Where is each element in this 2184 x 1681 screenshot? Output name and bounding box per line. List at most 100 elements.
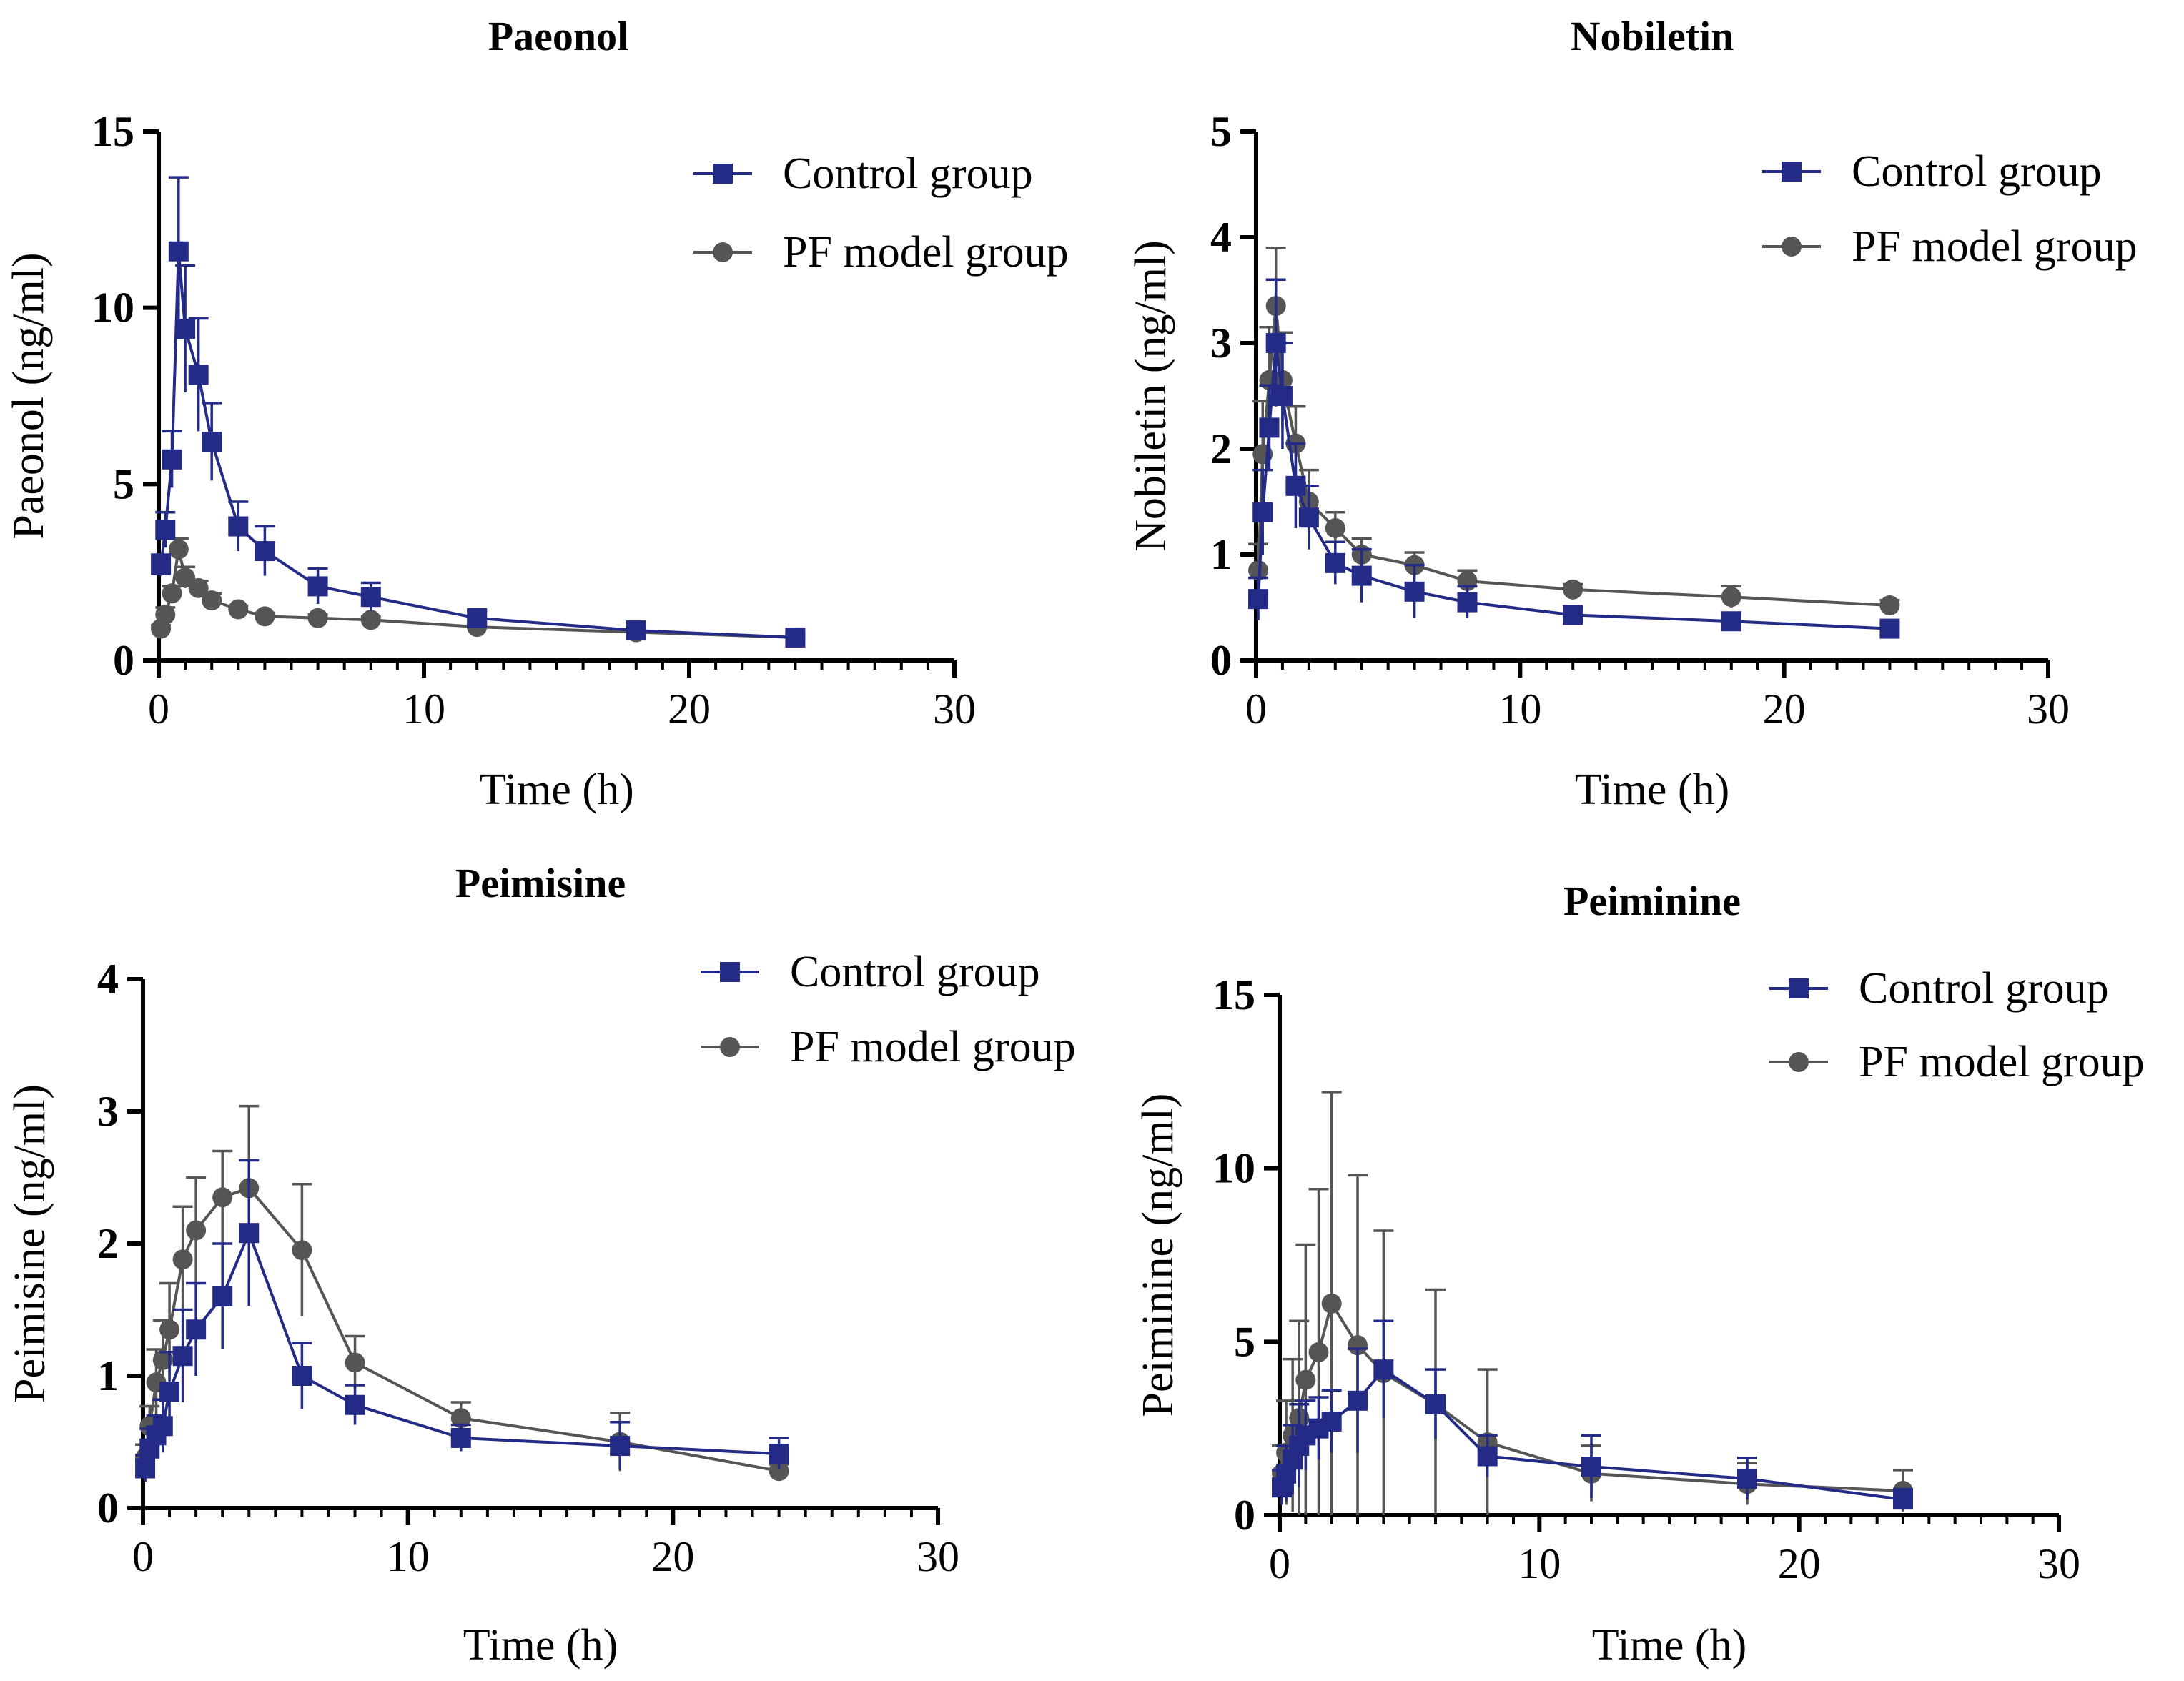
y-tick-label: 0 — [1234, 1492, 1255, 1539]
legend-label-pf-model: PF model group — [1859, 1038, 2145, 1086]
y-tick-label: 5 — [1234, 1318, 1255, 1365]
data-point — [152, 1349, 173, 1370]
data-point — [159, 1319, 180, 1340]
x-axis-label: Time (h) — [479, 765, 633, 814]
data-point — [152, 1416, 173, 1437]
y-tick-label: 15 — [1212, 971, 1255, 1018]
data-point — [188, 577, 209, 598]
data-point — [1581, 1457, 1601, 1477]
legend — [693, 164, 752, 262]
axes: 0 5 10 15 0 10 20 30 — [1212, 971, 2080, 1587]
axes: 0 1 2 3 4 5 0 10 20 30 — [1210, 108, 2070, 733]
legend-label-pf-model: PF model group — [1852, 222, 2138, 271]
x-tick-label: 20 — [1778, 1540, 1821, 1587]
series-line — [1257, 306, 1890, 608]
x-tick-label: 0 — [1269, 1540, 1290, 1587]
data-point — [135, 1458, 156, 1479]
data-point — [360, 610, 381, 630]
series-control — [151, 176, 806, 648]
x-tick-label: 0 — [1245, 685, 1267, 733]
panel-nobiletin: Nobiletin Time (h) Nobiletin (ng/ml) Con… — [1127, 13, 2138, 814]
y-axis-label: Nobiletin (ng/ml) — [1127, 240, 1175, 552]
series-control — [135, 1159, 789, 1482]
legend — [701, 962, 759, 1057]
data-point — [255, 606, 275, 627]
y-tick-label: 3 — [1210, 319, 1232, 367]
data-point — [626, 620, 646, 641]
y-axis-label: Peimisine (ng/ml) — [6, 1084, 54, 1403]
legend — [1762, 162, 1821, 257]
x-tick-label: 10 — [402, 685, 445, 733]
y-tick-label: 4 — [1210, 214, 1232, 261]
legend-marker-control — [720, 962, 740, 982]
data-point — [1737, 1469, 1757, 1489]
y-tick-label: 2 — [1210, 425, 1232, 472]
legend-label-control: Control group — [790, 948, 1040, 996]
x-axis-label: Time (h) — [463, 1621, 618, 1670]
chart-title: Nobiletin — [1571, 13, 1734, 59]
data-point — [1325, 552, 1345, 573]
panel-peiminine: Peiminine Time (h) Peiminine (ng/ml) Con… — [1134, 878, 2145, 1670]
data-point — [1563, 605, 1583, 625]
panel-peimisine: Peimisine Time (h) Peimisine (ng/ml) Con… — [6, 860, 1076, 1670]
y-tick-label: 1 — [97, 1352, 119, 1399]
data-point — [168, 539, 189, 560]
data-point — [610, 1436, 631, 1457]
series-line — [159, 251, 796, 639]
x-tick-label: 10 — [387, 1533, 430, 1580]
x-tick-label: 10 — [1498, 685, 1541, 733]
data-point — [1259, 417, 1280, 438]
x-tick-label: 20 — [668, 685, 711, 733]
legend-label-control: Control group — [783, 149, 1033, 198]
data-point — [1265, 333, 1286, 353]
data-point — [1721, 587, 1741, 608]
data-point — [1295, 1369, 1316, 1390]
data-point — [212, 1286, 233, 1306]
data-point — [1321, 1411, 1342, 1432]
y-tick-label: 10 — [92, 284, 134, 332]
data-point — [467, 608, 488, 628]
y-tick-label: 3 — [97, 1088, 119, 1135]
y-tick-label: 5 — [113, 460, 134, 507]
data-point — [1348, 1390, 1368, 1411]
x-tick-label: 30 — [916, 1533, 959, 1580]
data-point — [1373, 1359, 1394, 1380]
series-pf-model — [151, 537, 806, 648]
legend-label-pf-model: PF model group — [790, 1023, 1076, 1071]
data-point — [186, 1319, 207, 1340]
data-point — [1879, 595, 1900, 616]
x-axis-label: Time (h) — [1592, 1621, 1746, 1670]
y-tick-label: 5 — [1210, 108, 1232, 155]
data-point — [202, 432, 222, 452]
data-point — [1404, 581, 1425, 602]
data-point — [1248, 589, 1269, 610]
data-point — [255, 541, 275, 562]
legend-marker-pf-model — [720, 1037, 740, 1057]
data-point — [212, 1187, 233, 1208]
panel-paeonol: Paeonol Time (h) Paeonol (ng/ml) Control… — [4, 13, 1069, 814]
y-tick-label: 0 — [97, 1484, 119, 1532]
data-point — [186, 1220, 207, 1241]
data-point — [1351, 565, 1372, 586]
data-point — [292, 1366, 312, 1386]
y-tick-label: 0 — [1210, 637, 1232, 684]
legend-label-control: Control group — [1852, 147, 2102, 196]
legend-marker-pf-model — [1789, 1052, 1809, 1072]
series-line — [1257, 342, 1890, 630]
data-point — [151, 555, 172, 575]
data-point — [450, 1408, 471, 1429]
x-tick-label: 30 — [2037, 1540, 2080, 1587]
data-point — [785, 627, 806, 648]
data-point — [175, 319, 196, 339]
data-point — [228, 516, 249, 537]
y-tick-label: 10 — [1212, 1145, 1255, 1192]
data-point — [1272, 386, 1293, 406]
chart-title: Peiminine — [1563, 878, 1741, 924]
series-control — [1248, 278, 1900, 639]
data-point — [239, 1223, 260, 1244]
legend-marker-control — [1789, 978, 1809, 998]
y-axis-label: Paeonol (ng/ml) — [4, 252, 53, 539]
data-point — [1308, 1342, 1329, 1362]
data-point — [345, 1352, 365, 1373]
